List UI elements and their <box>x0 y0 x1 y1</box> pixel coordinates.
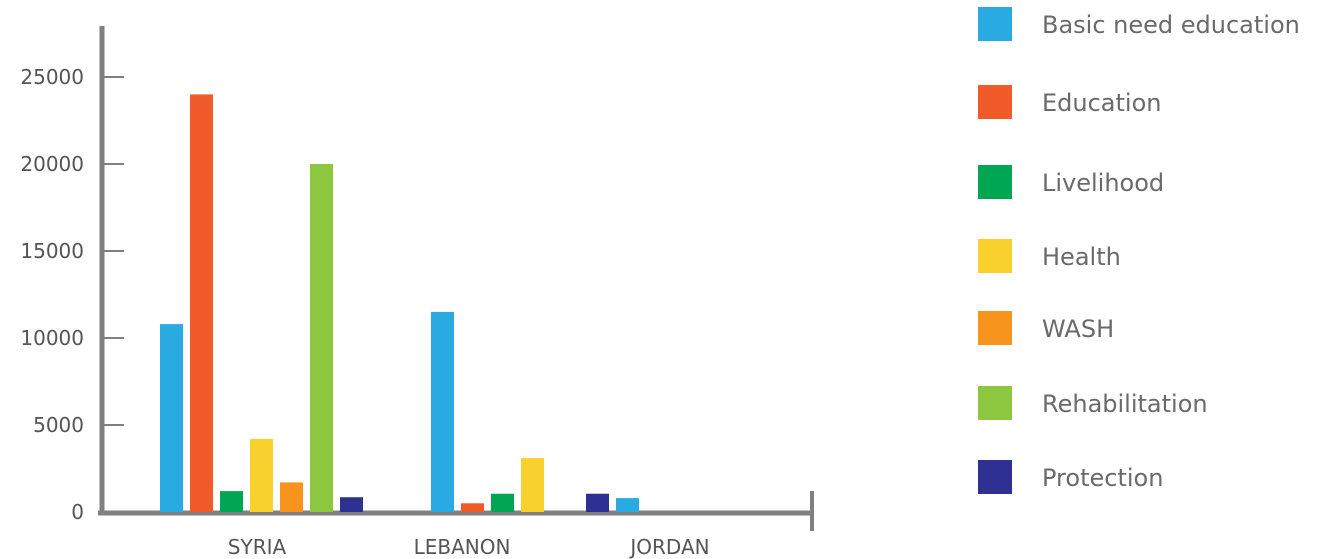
bar-lebanon-health <box>521 458 544 512</box>
legend-label: Livelihood <box>1042 169 1164 197</box>
legend-label: Basic need education <box>1042 11 1300 39</box>
x-category-label: LEBANON <box>414 535 511 559</box>
bar-syria-protection <box>340 497 363 512</box>
axes <box>98 26 814 531</box>
bar-syria-education <box>190 94 213 513</box>
x-axis-labels: SYRIA LEBANON JORDAN <box>228 535 710 559</box>
y-tick-label: 0 <box>71 500 84 524</box>
legend-label: Protection <box>1042 464 1163 492</box>
y-tick-label: 25000 <box>20 65 84 89</box>
legend-item: Protection <box>978 460 1163 494</box>
legend-swatch <box>978 460 1012 494</box>
bar-jordan-protection <box>586 493 609 512</box>
legend: Basic need education Education Livelihood H… <box>978 7 1300 494</box>
legend-label: Education <box>1042 89 1161 117</box>
legend-label: Rehabilitation <box>1042 390 1208 418</box>
bar-lebanon-basic-need-education <box>431 311 454 512</box>
legend-swatch <box>978 386 1012 420</box>
legend-swatch <box>978 165 1012 199</box>
legend-item: WASH <box>978 311 1114 345</box>
legend-swatch <box>978 311 1012 345</box>
y-tick-label: 10000 <box>20 326 84 350</box>
legend-item: Basic need education <box>978 7 1300 41</box>
y-tick-label: 5000 <box>33 413 84 437</box>
bar-syria-wash <box>280 482 303 512</box>
legend-swatch <box>978 7 1012 41</box>
bar-lebanon-education <box>461 503 484 512</box>
y-tick-label: 20000 <box>20 152 84 176</box>
bar-jordan-basic-need-education <box>616 498 639 512</box>
legend-item: Education <box>978 85 1161 119</box>
x-category-label: JORDAN <box>628 535 709 559</box>
legend-item: Rehabilitation <box>978 386 1208 420</box>
legend-item: Health <box>978 239 1121 273</box>
bar-syria-rehabilitation <box>310 164 333 512</box>
x-category-label: SYRIA <box>228 535 287 559</box>
legend-label: WASH <box>1042 315 1114 343</box>
legend-item: Livelihood <box>978 165 1164 199</box>
bar-syria-health <box>250 438 273 512</box>
y-tick-label: 15000 <box>20 239 84 263</box>
bar-lebanon-livelihood <box>491 493 514 512</box>
legend-swatch <box>978 85 1012 119</box>
legend-label: Health <box>1042 243 1121 271</box>
bar-syria-basic-need-education <box>160 324 183 512</box>
bars <box>160 94 639 513</box>
legend-swatch <box>978 239 1012 273</box>
bar-syria-livelihood <box>220 491 243 512</box>
y-axis-ticks: 0 5000 10000 15000 20000 25000 <box>20 65 124 524</box>
